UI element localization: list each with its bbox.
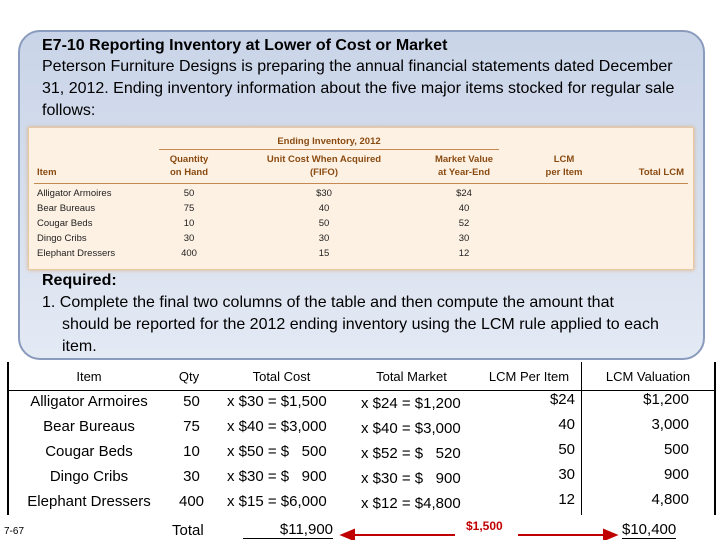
table-cell: x $30 = $ 900 [227,468,327,485]
table-cell: 40 [558,416,575,433]
inset-cell: $30 [316,188,332,199]
table-cell: x $12 = $4,800 [361,495,461,512]
table-cell: Elephant Dressers [27,493,151,510]
table-cell: 75 [183,418,200,435]
total-cost: $11,900 [243,522,333,539]
table-cell: 12 [558,491,575,508]
column-header: LCM Valuation [605,369,691,384]
column-header: Total Market [376,369,447,384]
inset-cell: 15 [318,248,330,259]
inset-cell: 30 [318,233,330,244]
title: E7-10 Reporting Inventory at Lower of Co… [42,37,448,54]
table-cell: 4,800 [651,491,689,508]
inset-cell: Elephant Dressers [37,248,116,259]
inset-column-header: Unit Cost When Acquired (FIFO) [266,154,382,178]
inset-cell: 30 [458,233,470,244]
required-text: 1. Complete the final two columns of the… [42,294,659,355]
inset-cell: Cougar Beds [37,218,93,229]
table-cell: 3,000 [651,416,689,433]
inset-cell: 52 [458,218,470,229]
total-lcm: $10,400 [622,521,677,539]
rule [159,149,499,150]
table-cell: $1,200 [643,391,689,408]
required-label: Required: [42,272,117,289]
table-cell: x $30 = $1,500 [227,393,327,410]
intro-text: Peterson Furniture Designs is preparing … [42,58,675,119]
inset-column-header: Quantity on Hand [169,154,209,178]
table-cell: x $52 = $ 520 [361,445,461,462]
table-cell: 50 [183,393,200,410]
table-cell: x $15 = $6,000 [227,493,327,510]
page-number: 7-67 [4,526,25,537]
table-cell: Bear Bureaus [43,418,135,435]
inset-cell: 10 [183,218,195,229]
inset-cell: 40 [318,203,330,214]
arrow-head [339,528,355,540]
inset-title: Ending Inventory, 2012 [277,136,381,147]
difference: $1,500 [466,519,503,533]
column-header: Qty [178,369,200,384]
inset-column-header: LCM per Item [545,154,583,178]
inset-cell: Dingo Cribs [37,233,87,244]
inset-cell: Bear Bureaus [37,203,96,214]
inset-cell: 12 [458,248,470,259]
header-rule [9,390,714,391]
inset-column-header: Total LCM [638,167,684,178]
table-cell: 30 [183,468,200,485]
inset-cell: Alligator Armoires [37,188,112,199]
table-cell: x $24 = $1,200 [361,395,461,412]
table-cell: x $40 = $3,000 [227,418,327,435]
answer-table: Item Qty Total Cost Total Market LCM Per Ite… [7,362,716,515]
inset-cell: 50 [318,218,330,229]
inset-cell: 40 [458,203,470,214]
table-cell: 50 [558,441,575,458]
table-cell: Alligator Armoires [30,393,148,410]
column-header: Item [76,369,102,384]
inset-cell: 75 [183,203,195,214]
table-cell: x $50 = $ 500 [227,443,327,460]
inset-cell: 30 [183,233,195,244]
rule [34,183,688,184]
inset-cell: 50 [183,188,195,199]
table-cell: 30 [558,466,575,483]
total-label: Total [172,522,204,539]
inset-table: Ending Inventory, 2012 Item Quantity on H… [28,127,694,270]
column-rule [581,362,582,515]
table-cell: 900 [663,466,689,483]
arrow-head [603,528,619,540]
inset-cell: $24 [456,188,472,199]
table-cell: Dingo Cribs [49,468,129,485]
table-cell: 10 [183,443,200,460]
inset-cell: 400 [181,248,197,259]
column-header: LCM Per Item [488,369,570,384]
table-cell: Cougar Beds [45,443,133,460]
inset-column-header: Item [37,167,57,178]
table-cell: 500 [663,441,689,458]
table-cell: $24 [549,391,575,408]
column-header: Total Cost [252,369,311,384]
table-cell: 400 [178,493,205,510]
table-cell: x $30 = $ 900 [361,470,461,487]
inset-column-header: Market Value at Year-End [434,154,494,178]
table-cell: x $40 = $3,000 [361,420,461,437]
